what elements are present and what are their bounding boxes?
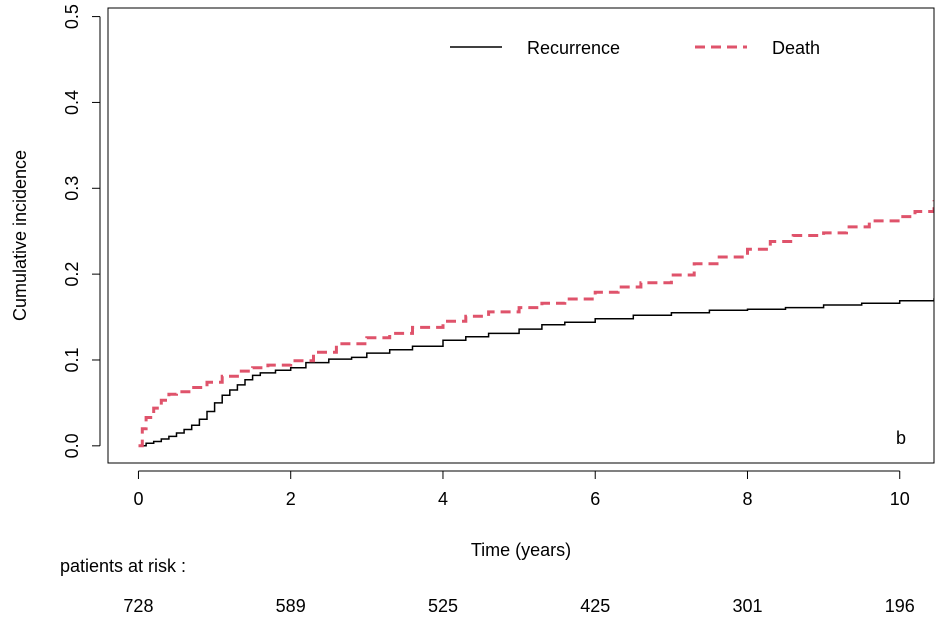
risk-count: 525 [428, 596, 458, 616]
risk-count: 196 [885, 596, 915, 616]
series-line-death [138, 200, 934, 448]
x-tick-label: 6 [590, 489, 600, 509]
plot-layer [138, 200, 934, 448]
series-line-recurrence [138, 298, 934, 447]
y-tick-label: 0.2 [62, 262, 82, 287]
x-tick-label: 0 [133, 489, 143, 509]
x-axis-label: Time (years) [471, 540, 571, 560]
x-tick-label: 4 [438, 489, 448, 509]
risk-count: 425 [580, 596, 610, 616]
x-tick-label: 8 [742, 489, 752, 509]
legend: Recurrence Death [450, 38, 820, 58]
y-tick-label: 0.5 [62, 4, 82, 29]
y-tick-label: 0.4 [62, 90, 82, 115]
legend-label-death: Death [772, 38, 820, 58]
y-tick-label: 0.1 [62, 347, 82, 372]
risk-count: 301 [732, 596, 762, 616]
risk-table-label: patients at risk : [60, 556, 186, 576]
y-axis: 0.0 0.1 0.2 0.3 0.4 0.5 [62, 4, 101, 458]
x-tick-label: 10 [890, 489, 910, 509]
y-tick-label: 0.0 [62, 433, 82, 458]
y-tick-label: 0.3 [62, 176, 82, 201]
y-axis-label: Cumulative incidence [10, 150, 30, 321]
legend-label-recurrence: Recurrence [527, 38, 620, 58]
x-axis: 0 2 4 6 8 10 [133, 470, 910, 509]
plot-frame [107, 7, 935, 464]
risk-count: 728 [123, 596, 153, 616]
x-tick-label: 2 [286, 489, 296, 509]
risk-count: 589 [276, 596, 306, 616]
risk-table: patients at risk : 728 589 525 425 301 196 [60, 556, 915, 616]
panel-label: b [896, 428, 906, 448]
